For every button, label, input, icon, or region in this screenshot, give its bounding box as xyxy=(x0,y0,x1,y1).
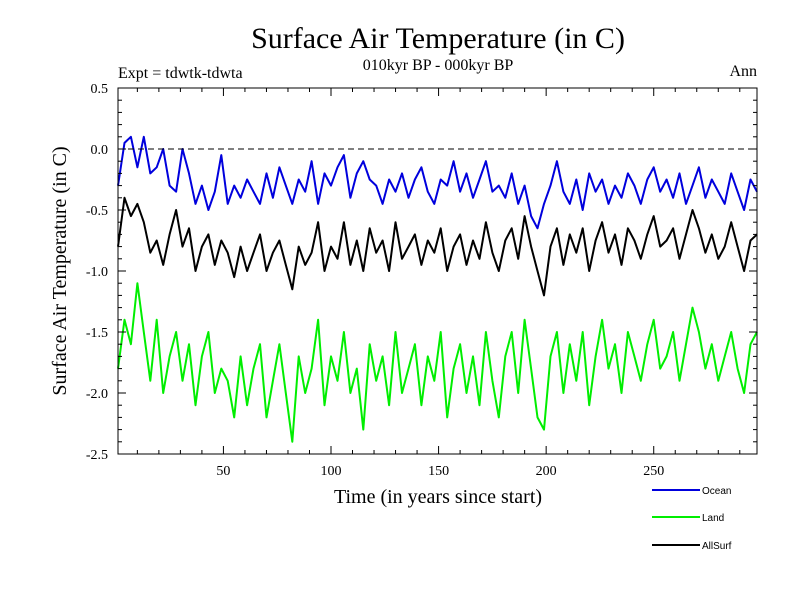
y-axis-label: Surface Air Temperature (in C) xyxy=(49,146,71,395)
x-tick-label: 200 xyxy=(536,464,557,479)
y-tick-label: -1.5 xyxy=(86,326,108,341)
x-tick-label: 150 xyxy=(428,464,449,479)
y-tick-label: -0.5 xyxy=(86,204,108,219)
chart-title: Surface Air Temperature (in C) xyxy=(251,22,625,55)
series-layer xyxy=(117,135,758,443)
series-line-ocean xyxy=(117,135,758,230)
legend-label-allsurf: AllSurf xyxy=(702,541,732,552)
series-line-allsurf xyxy=(117,196,758,297)
x-axis-label: Time (in years since start) xyxy=(334,486,542,508)
x-tick-label: 50 xyxy=(216,464,230,479)
experiment-label: Expt = tdwtk-tdwta xyxy=(118,65,243,82)
season-label: Ann xyxy=(729,63,757,80)
x-tick-label: 100 xyxy=(321,464,342,479)
x-tick-label: 250 xyxy=(643,464,664,479)
y-tick-label: -1.0 xyxy=(86,265,108,280)
y-tick-label: -2.5 xyxy=(86,448,108,463)
y-tick-label: -2.0 xyxy=(86,387,108,402)
y-tick-label: 0.0 xyxy=(91,143,109,158)
series-line-land xyxy=(117,282,758,443)
legend: Ocean Land AllSurf xyxy=(652,486,732,552)
legend-label-ocean: Ocean xyxy=(702,486,731,497)
chart-subtitle: 010kyr BP - 000kyr BP xyxy=(363,57,514,74)
plot-frame xyxy=(117,87,758,455)
tick-layer: 50 100 150 200 250 0.5 0.0 -0.5 -1.0 -1.5 -2.0 -2.5 xyxy=(86,82,757,479)
legend-label-land: Land xyxy=(702,513,724,524)
y-tick-label: 0.5 xyxy=(91,82,109,97)
